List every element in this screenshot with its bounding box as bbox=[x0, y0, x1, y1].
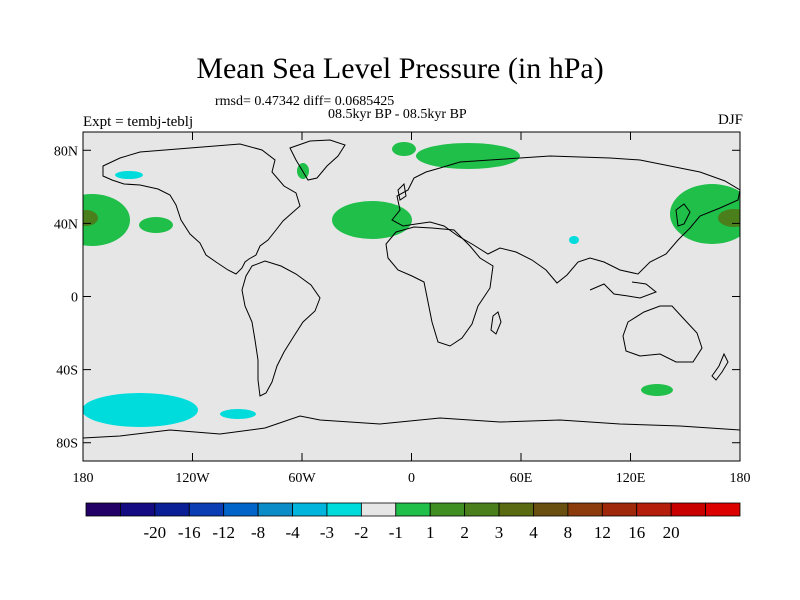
colorbar-label: 8 bbox=[564, 523, 573, 542]
colorbar-label: -16 bbox=[178, 523, 201, 542]
colorbar-swatch bbox=[154, 502, 190, 517]
lat-tick-label: 80N bbox=[54, 144, 78, 159]
coast-indonesia bbox=[589, 281, 657, 299]
colorbar-swatch bbox=[533, 502, 569, 517]
anomaly-fields bbox=[83, 142, 740, 427]
season-label: DJF bbox=[717, 112, 743, 128]
stats-line: rmsd= 0.47342 diff= 0.0685425 bbox=[215, 94, 395, 109]
coast-new-zealand bbox=[711, 352, 729, 381]
tibet-low bbox=[569, 236, 579, 244]
southeast-indian-high bbox=[641, 384, 673, 396]
colorbar-swatch bbox=[498, 502, 534, 517]
lat-tick-label: 40S bbox=[56, 364, 78, 379]
southern-ocean-low bbox=[83, 393, 198, 427]
lon-tick-label: 0 bbox=[408, 471, 415, 486]
coast-australia bbox=[622, 305, 703, 363]
colorbar-label: 20 bbox=[663, 523, 680, 542]
lon-tick-label: 60E bbox=[510, 471, 533, 486]
lon-tick-label: 180 bbox=[730, 471, 751, 486]
colorbar-swatch bbox=[85, 502, 121, 517]
lon-tick-label: 180 bbox=[73, 471, 94, 486]
lat-tick-label: 40N bbox=[54, 217, 78, 232]
colorbar-swatch bbox=[567, 502, 603, 517]
coastlines bbox=[83, 139, 740, 439]
colorbar-label: -8 bbox=[251, 523, 265, 542]
coast-antarctica bbox=[83, 415, 740, 439]
colorbar-label: -2 bbox=[354, 523, 368, 542]
bering-low bbox=[115, 171, 143, 179]
lat-tick-label: 80S bbox=[56, 437, 78, 452]
north-pacific-east-core bbox=[718, 209, 740, 227]
north-pacific-west-high bbox=[83, 194, 130, 246]
colorbar-label: 2 bbox=[460, 523, 469, 542]
southern-ocean-low-east bbox=[220, 409, 256, 419]
lon-tick-label: 120E bbox=[616, 471, 646, 486]
colorbar-swatch bbox=[257, 502, 293, 517]
colorbar-swatch bbox=[395, 502, 431, 517]
lon-tick-label: 60W bbox=[288, 471, 316, 486]
colorbar-label: -12 bbox=[212, 523, 235, 542]
colorbar-swatch bbox=[292, 502, 328, 517]
north-pacific-west-core bbox=[83, 210, 98, 226]
period-line: 08.5kyr BP - 08.5kyr BP bbox=[328, 107, 467, 122]
colorbar-swatch bbox=[601, 502, 638, 517]
colorbar-label: 4 bbox=[529, 523, 538, 542]
chart-title: Mean Sea Level Pressure (in hPa) bbox=[196, 52, 604, 85]
colorbar-label: 3 bbox=[495, 523, 504, 542]
mid-pacific-high bbox=[139, 217, 173, 233]
colorbar-label: -4 bbox=[285, 523, 300, 542]
coast-greenland bbox=[289, 139, 346, 181]
longitude-axis: 180 120W 60W 0 60E 120E 180 bbox=[73, 132, 751, 486]
colorbar-swatch bbox=[705, 502, 741, 517]
colorbar-swatch bbox=[636, 502, 672, 517]
coast-japan bbox=[675, 203, 691, 227]
colorbar-swatch bbox=[120, 502, 156, 517]
experiment-label: Expt = tembj-teblj bbox=[83, 114, 194, 130]
colorbar: -20 -16 -12 -8 -4 -3 -2 -1 1 2 3 4 8 12 16 20 bbox=[85, 502, 741, 542]
coast-uk bbox=[397, 182, 407, 201]
lon-tick-label: 120W bbox=[175, 471, 210, 486]
colorbar-label: -3 bbox=[320, 523, 334, 542]
colorbar-label: -1 bbox=[389, 523, 403, 542]
colorbar-swatch bbox=[360, 502, 397, 517]
colorbar-label: 12 bbox=[594, 523, 611, 542]
latitude-axis: 80N 40N 0 40S 80S bbox=[54, 144, 740, 452]
coast-madagascar bbox=[490, 311, 502, 335]
arctic-high-small bbox=[392, 142, 416, 156]
colorbar-swatch bbox=[670, 502, 706, 517]
colorbar-label: -20 bbox=[144, 523, 167, 542]
barents-high bbox=[416, 143, 520, 169]
colorbar-swatch bbox=[464, 502, 500, 517]
coast-south-america bbox=[241, 260, 321, 397]
colorbar-label: 16 bbox=[628, 523, 645, 542]
colorbar-swatch bbox=[188, 502, 225, 517]
lat-tick-label: 0 bbox=[71, 291, 78, 306]
colorbar-swatch bbox=[429, 502, 466, 517]
coast-africa bbox=[385, 226, 494, 347]
colorbar-swatch bbox=[326, 502, 362, 517]
colorbar-swatch bbox=[223, 502, 259, 517]
coast-north-america bbox=[102, 143, 301, 275]
north-atlantic-high bbox=[332, 201, 412, 239]
coast-eurasia bbox=[391, 155, 740, 284]
colorbar-label: 1 bbox=[426, 523, 435, 542]
